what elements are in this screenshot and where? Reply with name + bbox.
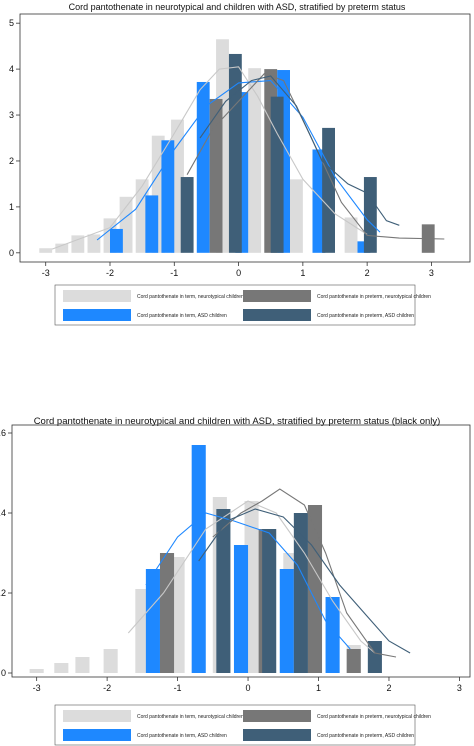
y-tick-label: .2 (0, 588, 6, 598)
bar (87, 234, 101, 253)
bar (322, 127, 335, 253)
legend-swatch-cord-pantothenate-in-term-neurotypical-children (63, 290, 131, 302)
bar (262, 529, 277, 673)
y-tick-label: 4 (9, 64, 14, 74)
legend-label-cord-pantothenate-in-preterm-neurotypical-children: Cord pantothenate in preterm, neurotypic… (317, 714, 431, 720)
density-curve-cord-pantothenate-in-term-neurotypical-children (127, 500, 376, 654)
bar (110, 228, 123, 253)
bar (71, 235, 85, 253)
bar (367, 641, 382, 673)
bar (145, 569, 160, 673)
bar (54, 663, 69, 673)
bar (346, 649, 361, 673)
bar (216, 509, 231, 673)
x-tick-label: -3 (42, 268, 50, 278)
legend-label-cord-pantothenate-in-preterm-asd-children: Cord pantothenate in preterm, ASD childr… (317, 313, 414, 319)
density-curve-cord-pantothenate-in-term-asd-children (96, 80, 381, 241)
bar (75, 657, 90, 673)
legend-label-cord-pantothenate-in-term-neurotypical-children: Cord pantothenate in term, neurotypical … (137, 714, 244, 720)
y-tick-label: 2 (9, 156, 14, 166)
bar (279, 569, 294, 673)
bottom-chart-svg: -3 -2 -1 0 1 2 3 0 .2 .4 .6 Cord pantothenate in te… (0, 424, 471, 746)
x-tick-label: 2 (386, 683, 391, 693)
bar (159, 553, 175, 673)
series-cord-pantothenate-in-term-asd-children-bars (145, 445, 340, 673)
legend-swatch-cord-pantothenate-in-preterm-asd-children (243, 729, 311, 741)
bar (161, 140, 175, 253)
density-curve-cord-pantothenate-in-preterm-asd-children (198, 508, 411, 654)
legend-swatch-cord-pantothenate-in-term-neurotypical-children (63, 710, 131, 722)
x-tick-label: 0 (236, 268, 241, 278)
bar (180, 177, 194, 253)
density-curve-cord-pantothenate-in-term-neurotypical-children (51, 66, 368, 250)
bar (228, 53, 242, 253)
bar (145, 195, 159, 253)
bar (103, 649, 118, 673)
legend-label-cord-pantothenate-in-term-asd-children: Cord pantothenate in term, ASD children (137, 733, 227, 739)
legend-swatch-cord-pantothenate-in-preterm-neurotypical-children (243, 290, 311, 302)
series-cord-pantothenate-in-preterm-asd-children-bars (180, 53, 377, 253)
bar (55, 243, 69, 253)
y-tick-label: 5 (9, 18, 14, 28)
legend-label-cord-pantothenate-in-preterm-neurotypical-children: Cord pantothenate in preterm, neurotypic… (317, 294, 431, 300)
plot-frame (11, 424, 471, 678)
density-curve-cord-pantothenate-in-preterm-neurotypical-children (212, 488, 397, 658)
bar (233, 545, 249, 673)
bar (290, 179, 303, 253)
x-tick-label: 3 (429, 268, 434, 278)
bar (29, 669, 44, 673)
x-tick-label: -3 (33, 683, 41, 693)
x-tick-label: 0 (246, 683, 251, 693)
y-tick-label: 0 (9, 248, 14, 258)
bar (325, 597, 340, 673)
x-tick-label: 3 (457, 683, 462, 693)
x-tick-label: -1 (174, 683, 182, 693)
y-tick-label: 1 (9, 202, 14, 212)
bottom-chart-title: Cord pantothenate in neurotypical and ch… (33, 416, 441, 427)
bar (196, 81, 210, 253)
bottom-chart: Cord pantothenate in neurotypical and ch… (0, 400, 474, 746)
legend-label-cord-pantothenate-in-preterm-asd-children: Cord pantothenate in preterm, ASD childr… (317, 733, 414, 739)
legend-swatch-cord-pantothenate-in-term-asd-children (63, 729, 131, 741)
density-curve-cord-pantothenate-in-preterm-asd-children (199, 75, 400, 226)
bar (293, 513, 308, 673)
x-tick-label: 1 (316, 683, 321, 693)
legend-swatch-cord-pantothenate-in-preterm-asd-children (243, 309, 311, 321)
x-tick-label: 1 (300, 268, 305, 278)
bar (363, 177, 377, 253)
top-chart-title: Cord pantothenate in neurotypical and ch… (68, 2, 406, 12)
y-tick-label: 0 (1, 668, 6, 678)
bar (248, 68, 262, 253)
bar (39, 248, 53, 253)
bar (307, 505, 323, 673)
legend-swatch-cord-pantothenate-in-preterm-neurotypical-children (243, 710, 311, 722)
x-tick-label: -2 (106, 268, 114, 278)
bar (344, 217, 358, 253)
x-tick-label: 2 (365, 268, 370, 278)
y-tick-label: .6 (0, 428, 6, 438)
bar (209, 98, 223, 253)
y-tick-label: .4 (0, 508, 6, 518)
plot-frame (19, 13, 471, 263)
x-tick-label: -1 (170, 268, 178, 278)
bar (191, 445, 206, 673)
top-chart: Cord pantothenate in neurotypical and ch… (0, 0, 474, 330)
legend-label-cord-pantothenate-in-term-asd-children: Cord pantothenate in term, ASD children (137, 313, 227, 319)
top-chart-svg: -3 -2 -1 0 1 2 3 0 1 2 3 4 5 Cord pantothenate in ter… (9, 13, 471, 326)
x-tick-label: -2 (103, 683, 111, 693)
legend-swatch-cord-pantothenate-in-term-asd-children (63, 309, 131, 321)
bar (270, 96, 284, 253)
y-tick-label: 3 (9, 110, 14, 120)
density-curve-cord-pantothenate-in-term-asd-children (145, 512, 351, 650)
legend-label-cord-pantothenate-in-term-neurotypical-children: Cord pantothenate in term, neurotypical … (137, 294, 244, 300)
